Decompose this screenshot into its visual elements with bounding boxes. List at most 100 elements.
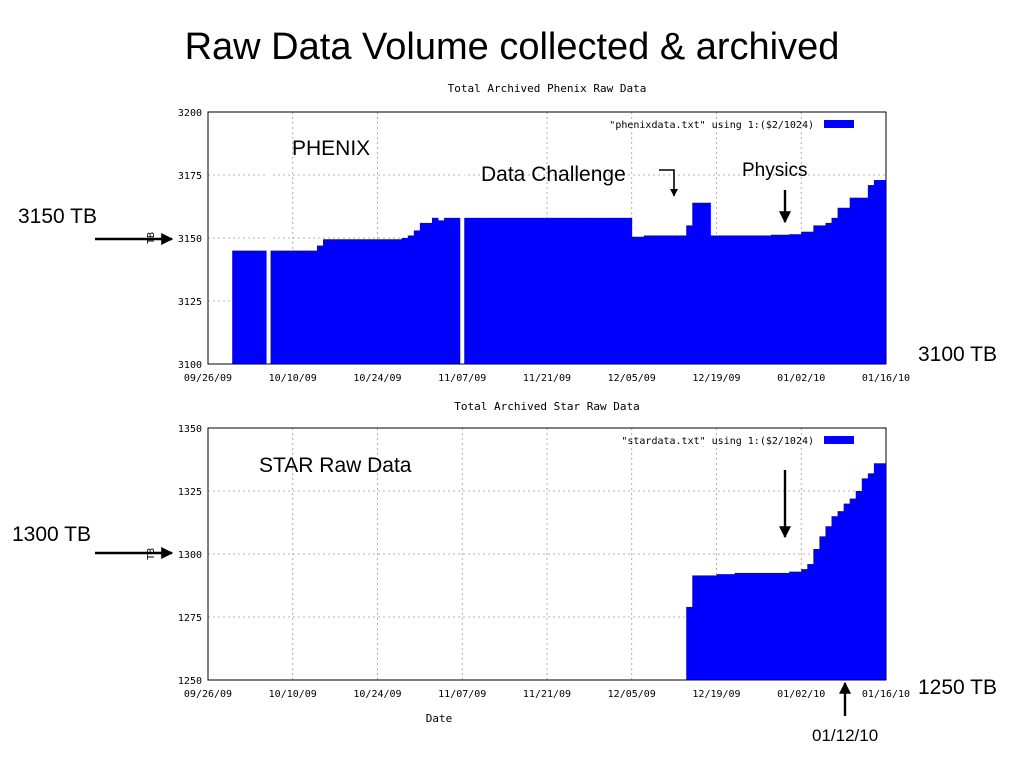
x-tick-label: 01/02/10 <box>777 373 825 384</box>
phenix-base-label: 3100 TB <box>918 343 998 366</box>
star-base-label: 1250 TB <box>918 676 998 699</box>
data-bar <box>456 217 463 364</box>
star-label: STAR Raw Data <box>259 454 412 477</box>
data-bar <box>789 571 802 680</box>
data-bar <box>692 202 711 364</box>
data-bar <box>873 180 881 364</box>
legend-label: "phenixdata.txt" using 1:($2/1024) <box>609 120 814 131</box>
y-tick-label: 1350 <box>178 424 202 435</box>
data-bar <box>789 234 802 364</box>
y-tick-label: 1275 <box>178 613 202 624</box>
x-axis-label: Date <box>426 712 453 725</box>
x-tick-label: 10/24/09 <box>353 373 401 384</box>
x-tick-label: 01/02/10 <box>777 689 825 700</box>
data-bar <box>734 235 772 364</box>
y-tick-label: 3200 <box>178 108 202 119</box>
data-bar <box>643 235 675 364</box>
data-bar <box>837 207 851 364</box>
data-bar <box>686 606 693 680</box>
y-tick-label: 3175 <box>178 171 202 182</box>
data-bar <box>770 234 790 364</box>
data-bar <box>843 503 851 680</box>
data-bar <box>734 572 760 680</box>
y-tick-label: 3150 <box>178 234 202 245</box>
data-bar <box>232 250 269 364</box>
legend-swatch <box>824 120 854 128</box>
x-tick-label: 09/26/09 <box>184 373 232 384</box>
data-bar <box>801 231 814 364</box>
data-bar <box>274 250 312 364</box>
x-tick-label: 12/19/09 <box>692 689 740 700</box>
star-date-label: 01/12/10 <box>812 726 879 745</box>
annotation-arrows <box>95 169 851 716</box>
data-bar <box>316 245 324 364</box>
x-tick-label: 01/16/10 <box>862 689 910 700</box>
y-tick-label: 1325 <box>178 487 202 498</box>
legend-label: "stardata.txt" using 1:($2/1024) <box>621 436 814 447</box>
data-bar <box>710 235 736 364</box>
x-tick-label: 11/21/09 <box>523 689 571 700</box>
x-tick-label: 09/26/09 <box>184 689 232 700</box>
x-tick-label: 11/07/09 <box>438 373 486 384</box>
x-tick-label: 01/16/10 <box>862 373 910 384</box>
x-tick-label: 11/07/09 <box>438 689 486 700</box>
data-bar <box>837 511 845 680</box>
star-chart: 1250 1275 1300 1325 1350 09/26/09 10/10/09 10/2… <box>146 400 910 725</box>
data-bar <box>831 516 838 680</box>
data-bar <box>867 185 875 364</box>
y-tick-label: 1250 <box>178 676 202 687</box>
data-bar <box>861 478 869 680</box>
slide-title: Raw Data Volume collected & archived <box>184 26 840 68</box>
data-bar <box>879 180 886 364</box>
data-bar <box>758 572 790 680</box>
data-bar <box>413 230 421 364</box>
data-bar <box>631 236 645 364</box>
phenix-level-label: 3150 TB <box>18 205 98 228</box>
data-bar <box>407 235 415 364</box>
data-bar <box>595 217 602 364</box>
data-bar <box>686 225 693 364</box>
data-challenge-arrow <box>659 169 678 197</box>
y-tick-label: 3125 <box>178 297 202 308</box>
x-tick-label: 11/21/09 <box>523 373 571 384</box>
data-bar <box>395 239 403 364</box>
x-tick-label: 12/05/09 <box>608 373 656 384</box>
data-bar <box>825 526 832 680</box>
data-bar <box>807 564 814 680</box>
data-bar <box>310 250 318 364</box>
legend-swatch <box>824 436 854 444</box>
data-bar <box>468 217 475 364</box>
data-bar <box>855 491 863 680</box>
y-tick-label: 3100 <box>178 360 202 371</box>
data-gap <box>266 112 271 364</box>
data-bar <box>583 217 596 364</box>
data-gap <box>460 112 465 364</box>
data-bar <box>849 498 857 680</box>
data-bar <box>873 463 881 680</box>
data-bar <box>419 222 433 364</box>
data-bar <box>867 473 875 680</box>
data-bar <box>480 217 584 364</box>
data-bar <box>474 217 481 364</box>
x-tick-label: 10/10/09 <box>269 373 317 384</box>
data-bar <box>450 217 457 364</box>
chart-title: Total Archived Phenix Raw Data <box>448 82 647 95</box>
data-bar <box>268 250 275 364</box>
phenix-label: PHENIX <box>292 137 371 160</box>
data-bar <box>601 217 633 364</box>
x-tick-label: 12/19/09 <box>692 373 740 384</box>
data-bar <box>438 220 445 364</box>
data-challenge-label: Data Challenge <box>481 163 626 186</box>
y-tick-label: 1300 <box>178 550 202 561</box>
data-bar <box>831 217 838 364</box>
data-bar <box>444 217 451 364</box>
data-bar <box>716 574 736 680</box>
data-bar <box>329 239 397 364</box>
x-tick-label: 10/24/09 <box>353 689 401 700</box>
star-level-label: 1300 TB <box>12 523 92 546</box>
data-bar <box>431 217 439 364</box>
x-tick-label: 12/05/09 <box>608 689 656 700</box>
plot-frame <box>207 427 887 681</box>
data-bar <box>825 222 832 364</box>
